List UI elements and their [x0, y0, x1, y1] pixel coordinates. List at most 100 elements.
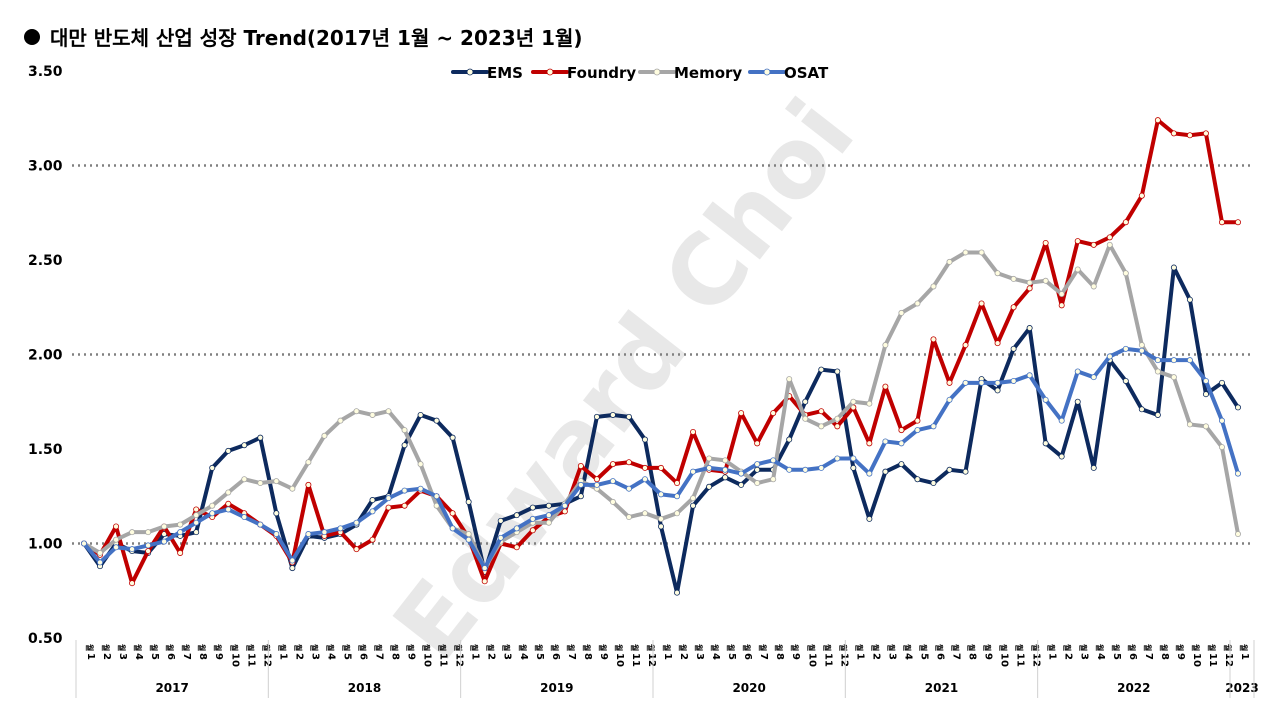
data-point: [257, 434, 264, 441]
x-tick-month-number: 9: [598, 653, 609, 660]
data-point: [209, 502, 216, 509]
x-tick-label: 월5: [149, 644, 160, 660]
y-tick-label: 2.50: [28, 253, 63, 269]
data-point: [786, 466, 793, 473]
x-tick-month-number: 4: [1095, 653, 1106, 660]
x-tick-month-word: 월: [357, 644, 367, 651]
data-point: [465, 531, 472, 538]
legend-label: OSAT: [784, 64, 829, 82]
data-point: [241, 514, 248, 521]
x-tick-month-number: 2: [293, 653, 304, 660]
x-tick-label: 월8: [1159, 644, 1170, 660]
data-point: [1170, 130, 1177, 137]
data-point: [449, 434, 456, 441]
data-point: [1186, 421, 1193, 428]
data-point: [946, 379, 953, 386]
data-point: [754, 480, 761, 487]
x-axis: 월1월2월3월4월5월6월7월8월9월10월11월122017월1월2월3월4월…: [75, 640, 1259, 698]
x-tick-month-number: 12: [1031, 653, 1042, 667]
data-point: [465, 498, 472, 505]
data-point: [802, 398, 809, 405]
x-tick-month-number: 1: [854, 653, 865, 660]
data-point: [385, 495, 392, 502]
x-tick-month-number: 5: [149, 653, 160, 660]
data-point: [225, 489, 232, 496]
x-tick-label: 월6: [1127, 644, 1138, 660]
data-point: [1090, 283, 1097, 290]
x-tick-label: 월7: [951, 644, 962, 660]
data-point: [625, 485, 632, 492]
data-point: [898, 440, 905, 447]
x-tick-label: 월4: [518, 644, 529, 660]
data-point: [978, 379, 985, 386]
data-point: [337, 417, 344, 424]
bullet-icon: [24, 28, 40, 45]
chart-title-text: 대만 반도체 산업 성장 Trend(2017년 1월 ~ 2023년 1월): [50, 26, 583, 50]
x-tick-label: 월1: [1047, 644, 1058, 660]
data-point: [641, 476, 648, 483]
data-point: [129, 580, 136, 587]
data-point: [930, 480, 937, 487]
x-tick-label: 월 11: [630, 644, 641, 667]
data-point: [930, 423, 937, 430]
data-point: [1010, 275, 1017, 282]
data-point: [161, 523, 168, 530]
x-tick-month-word: 월: [918, 644, 928, 651]
x-tick-label: 월9: [790, 644, 801, 660]
x-tick-month-word: 월: [101, 644, 111, 651]
data-point: [1138, 192, 1145, 199]
data-point: [369, 536, 376, 543]
x-tick-month-word: 월: [229, 644, 239, 651]
data-point: [161, 538, 168, 545]
x-tick-label: 월4: [133, 644, 144, 660]
data-point: [706, 464, 713, 471]
x-tick-label: 월3: [117, 644, 128, 660]
data-point: [113, 523, 120, 530]
x-tick-label: 월3: [309, 644, 320, 660]
x-tick-month-word: 월: [325, 644, 335, 651]
x-tick-label: 월2: [293, 644, 304, 660]
x-tick-month-number: 11: [1207, 653, 1218, 667]
x-tick-month-number: 7: [374, 653, 385, 660]
x-tick-label: 월8: [967, 644, 978, 660]
data-point: [738, 410, 745, 417]
x-tick-month-number: 4: [325, 653, 336, 660]
x-tick-month-word: 월: [374, 644, 384, 651]
x-tick-month-word: 월: [742, 644, 752, 651]
data-point: [1218, 219, 1225, 226]
data-point: [1026, 325, 1033, 332]
data-point: [385, 408, 392, 415]
data-point: [930, 336, 937, 343]
x-tick-label: 월 10: [614, 644, 625, 667]
series-memory: [81, 241, 1242, 572]
legend-swatch-marker: [653, 68, 661, 76]
grid-lines: [72, 164, 1252, 545]
legend-item: Foundry: [531, 64, 636, 82]
x-tick-label: 월2: [678, 644, 689, 660]
data-point: [177, 529, 184, 536]
data-point: [225, 506, 232, 513]
x-tick-label: 월9: [1175, 644, 1186, 660]
x-tick-month-word: 월: [1063, 644, 1073, 651]
x-tick-month-word: 월: [454, 644, 464, 651]
data-point: [994, 270, 1001, 277]
x-tick-month-number: 9: [790, 653, 801, 660]
y-axis: 3.50 3.00 2.50 2.00 1.50 1.00 0.50: [28, 64, 63, 647]
x-tick-label: 월4: [325, 644, 336, 660]
y-tick-label: 1.50: [28, 442, 63, 458]
x-tick-month-number: 8: [582, 653, 593, 660]
x-tick-label: 월7: [374, 644, 385, 660]
data-point: [481, 578, 488, 585]
data-point: [930, 283, 937, 290]
data-point: [529, 515, 536, 522]
data-point: [818, 408, 825, 415]
x-tick-label: 월6: [934, 644, 945, 660]
x-tick-month-number: 4: [902, 653, 913, 660]
x-tick-month-word: 월: [790, 644, 800, 651]
data-point: [946, 396, 953, 403]
x-tick-month-number: 10: [1191, 653, 1202, 667]
x-tick-month-number: 3: [694, 653, 705, 660]
legend-label: Memory: [674, 64, 742, 82]
x-year-label: 2023: [1225, 681, 1258, 695]
